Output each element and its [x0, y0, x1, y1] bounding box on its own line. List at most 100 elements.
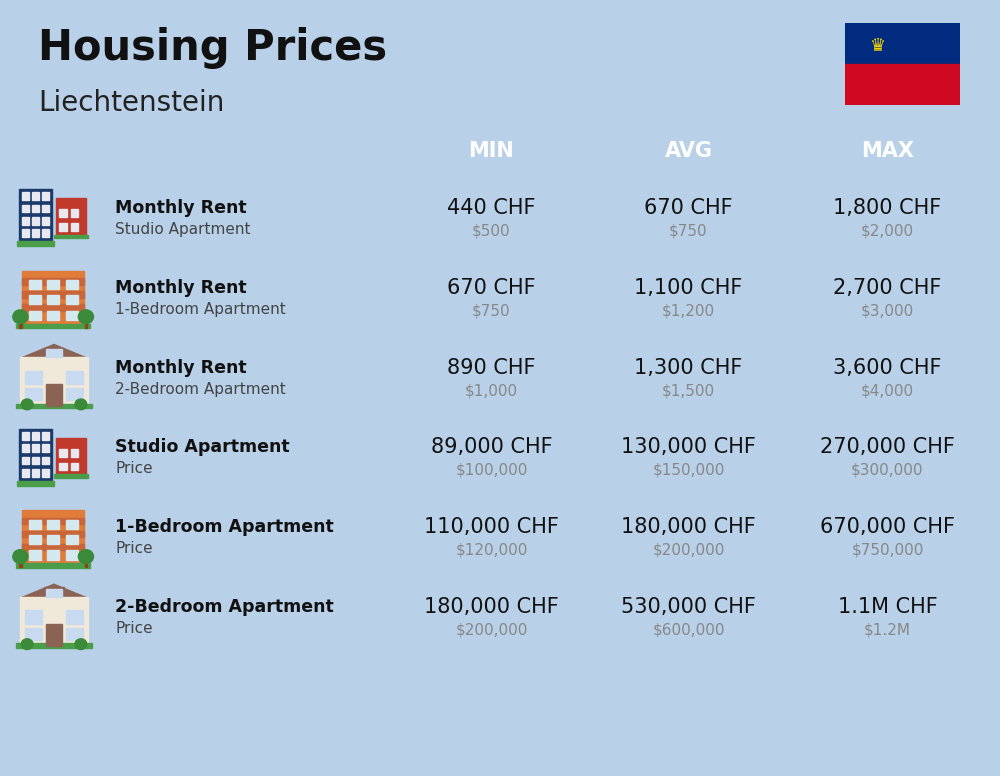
Text: 440 CHF: 440 CHF: [447, 198, 536, 217]
Bar: [59, 462, 67, 470]
Bar: [29, 280, 41, 289]
Bar: [32, 192, 39, 200]
Bar: [71, 223, 78, 230]
Text: $150,000: $150,000: [652, 463, 725, 478]
Bar: [16, 563, 90, 568]
Text: 1,800 CHF: 1,800 CHF: [833, 198, 942, 217]
Text: ♛: ♛: [869, 37, 885, 55]
Bar: [32, 205, 39, 213]
Text: $1.2M: $1.2M: [864, 623, 911, 638]
Bar: [54, 474, 88, 478]
Circle shape: [13, 549, 28, 563]
Bar: [22, 279, 84, 285]
Circle shape: [75, 639, 87, 650]
Bar: [42, 456, 49, 464]
Bar: [16, 324, 90, 328]
Bar: [59, 210, 67, 217]
Text: Studio Apartment: Studio Apartment: [115, 222, 251, 237]
Circle shape: [75, 399, 87, 410]
Bar: [22, 205, 29, 213]
Circle shape: [78, 549, 93, 563]
Bar: [32, 456, 39, 464]
Bar: [47, 550, 59, 559]
Text: $4,000: $4,000: [861, 383, 914, 398]
Bar: [32, 445, 39, 452]
Text: 890 CHF: 890 CHF: [447, 358, 536, 377]
Bar: [66, 280, 78, 289]
Bar: [25, 371, 42, 384]
Bar: [56, 438, 86, 476]
Text: Price: Price: [115, 462, 153, 476]
Text: 89,000 CHF: 89,000 CHF: [431, 438, 552, 457]
Bar: [71, 210, 78, 217]
Text: Housing Prices: Housing Prices: [38, 27, 387, 69]
Bar: [54, 234, 88, 238]
Bar: [85, 558, 87, 567]
Text: 670 CHF: 670 CHF: [447, 278, 536, 297]
Bar: [71, 462, 78, 470]
Text: 180,000 CHF: 180,000 CHF: [621, 518, 756, 537]
Circle shape: [21, 639, 33, 650]
Text: 130,000 CHF: 130,000 CHF: [621, 438, 756, 457]
Bar: [42, 205, 49, 213]
Bar: [46, 589, 62, 597]
Bar: [16, 404, 92, 408]
Bar: [42, 229, 49, 237]
Text: $750,000: $750,000: [851, 543, 924, 558]
Circle shape: [78, 310, 93, 324]
Bar: [22, 304, 84, 310]
Bar: [32, 229, 39, 237]
Text: $600,000: $600,000: [652, 623, 725, 638]
Text: $750: $750: [472, 303, 511, 318]
Text: 3,600 CHF: 3,600 CHF: [833, 358, 942, 377]
Text: AVG: AVG: [664, 140, 712, 161]
Bar: [47, 535, 59, 544]
Bar: [71, 449, 78, 456]
Bar: [46, 384, 62, 406]
Text: $120,000: $120,000: [455, 543, 528, 558]
Text: 110,000 CHF: 110,000 CHF: [424, 518, 559, 537]
Bar: [47, 280, 59, 289]
Text: Price: Price: [115, 622, 153, 636]
Text: $2,000: $2,000: [861, 223, 914, 238]
Text: $200,000: $200,000: [652, 543, 725, 558]
Text: 2-Bedroom Apartment: 2-Bedroom Apartment: [115, 382, 286, 397]
Bar: [66, 310, 78, 320]
Text: MAX: MAX: [861, 140, 914, 161]
Bar: [22, 229, 29, 237]
Text: $100,000: $100,000: [455, 463, 528, 478]
Bar: [66, 611, 83, 624]
Text: 2-Bedroom Apartment: 2-Bedroom Apartment: [115, 598, 334, 616]
Bar: [19, 429, 52, 484]
Bar: [29, 295, 41, 304]
Bar: [845, 23, 960, 64]
Bar: [19, 318, 22, 327]
Bar: [47, 520, 59, 529]
Bar: [66, 520, 78, 529]
Text: Studio Apartment: Studio Apartment: [115, 438, 290, 456]
Bar: [44, 348, 64, 359]
Text: $1,000: $1,000: [465, 383, 518, 398]
Bar: [22, 445, 29, 452]
Bar: [66, 535, 78, 544]
Bar: [59, 449, 67, 456]
Polygon shape: [20, 584, 88, 598]
Text: $300,000: $300,000: [851, 463, 924, 478]
Bar: [85, 318, 87, 327]
Text: $200,000: $200,000: [455, 623, 528, 638]
Polygon shape: [20, 345, 88, 359]
Bar: [32, 469, 39, 476]
Text: $1,500: $1,500: [662, 383, 715, 398]
Text: Monthly Rent: Monthly Rent: [115, 359, 247, 376]
Bar: [19, 558, 22, 567]
Bar: [22, 511, 84, 566]
Bar: [29, 310, 41, 320]
Circle shape: [21, 399, 33, 410]
Bar: [29, 535, 41, 544]
Text: 1-Bedroom Apartment: 1-Bedroom Apartment: [115, 302, 286, 317]
Bar: [25, 388, 42, 400]
Bar: [845, 64, 960, 105]
Bar: [22, 544, 84, 550]
Bar: [66, 295, 78, 304]
Bar: [56, 199, 86, 237]
